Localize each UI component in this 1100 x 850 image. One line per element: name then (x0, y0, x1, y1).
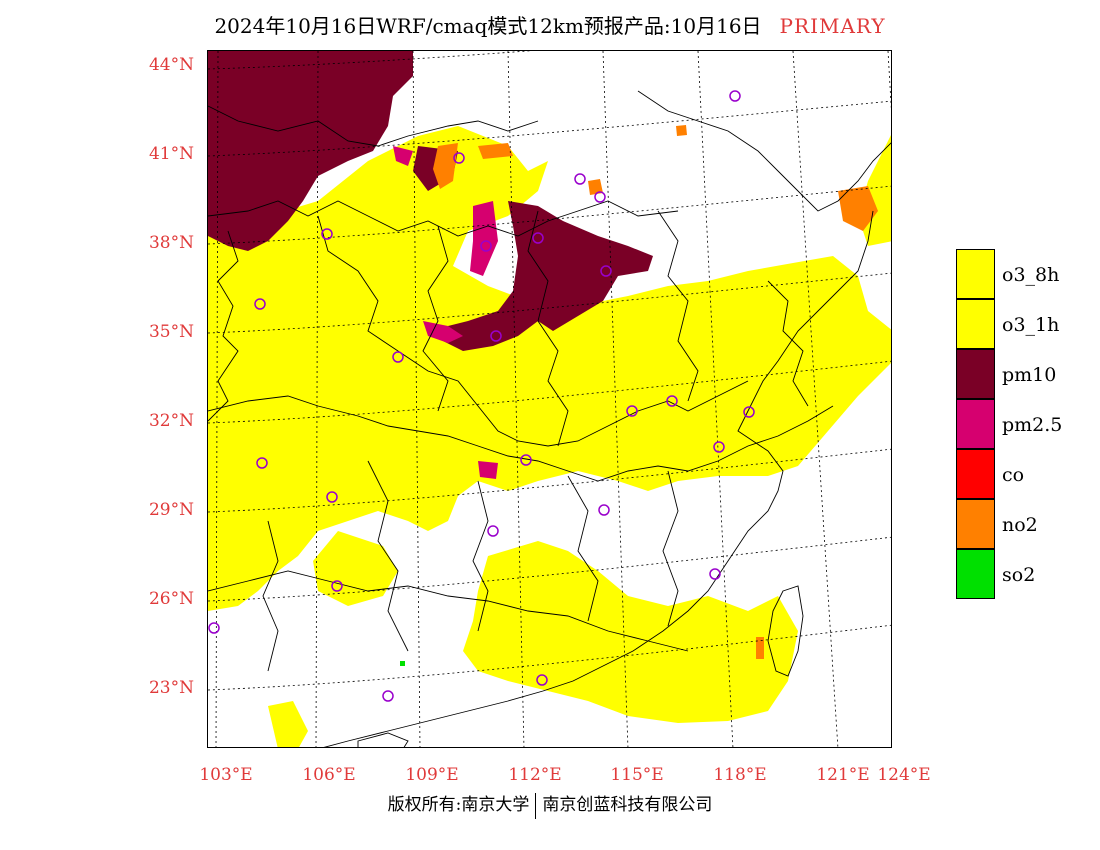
pm25-region (393, 146, 498, 479)
lon-label-115: 115°E (610, 765, 664, 785)
legend-label: pm2.5 (1002, 414, 1063, 436)
station-marker (598, 504, 610, 516)
lon-label-118: 118°E (713, 765, 767, 785)
station-marker (331, 580, 343, 592)
copyright-left: 版权所有:南京大学 (387, 795, 530, 815)
legend-label: so2 (1002, 564, 1036, 586)
station-marker (208, 622, 220, 634)
lat-label-35: 35°N (148, 322, 194, 342)
footer-divider (535, 792, 537, 819)
station-marker (490, 330, 502, 342)
lon-label-109: 109°E (405, 765, 459, 785)
station-marker (382, 690, 394, 702)
lat-label-44: 44°N (148, 55, 194, 75)
legend-label: o3_8h (1002, 264, 1060, 286)
graticule (208, 51, 891, 747)
lat-label-29: 29°N (148, 500, 194, 520)
lon-label-112: 112°E (508, 765, 562, 785)
station-marker (709, 568, 721, 580)
pollution-map (208, 51, 891, 747)
map-title: 2024年10月16日WRF/cmaq模式12km预报产品:10月16日 PRIM… (0, 10, 1100, 39)
lat-label-41: 41°N (148, 144, 194, 164)
lat-label-38: 38°N (148, 233, 194, 253)
station-marker (713, 441, 725, 453)
station-marker (536, 674, 548, 686)
title-text: 2024年10月16日WRF/cmaq模式12km预报产品:10月16日 (214, 14, 762, 38)
map-panel (207, 50, 892, 748)
legend-swatch (956, 499, 995, 549)
station-marker (480, 240, 492, 252)
station-marker (600, 265, 612, 277)
station-marker (256, 457, 268, 469)
legend-label: no2 (1002, 514, 1038, 536)
station-marker (487, 525, 499, 537)
lat-label-32: 32°N (148, 411, 194, 431)
so2-region (400, 661, 405, 666)
station-marker (520, 454, 532, 466)
station-marker (594, 191, 606, 203)
legend-swatch (956, 449, 995, 499)
station-marker (626, 405, 638, 417)
copyright-footer: 版权所有:南京大学 南京创蓝科技有限公司 (0, 790, 1100, 819)
lat-label-23: 23°N (148, 678, 194, 698)
lon-label-103: 103°E (199, 765, 253, 785)
station-marker (321, 228, 333, 240)
legend-label: o3_1h (1002, 314, 1060, 336)
station-marker (729, 90, 741, 102)
station-marker (326, 491, 338, 503)
lon-label-124: 124°E (877, 765, 931, 785)
station-marker (666, 395, 678, 407)
station-marker (574, 173, 586, 185)
station-marker (392, 351, 404, 363)
lon-label-106: 106°E (302, 765, 356, 785)
copyright-right: 南京创蓝科技有限公司 (542, 795, 713, 815)
station-marker (532, 232, 544, 244)
legend-swatch (956, 249, 995, 299)
station-markers (208, 90, 755, 702)
title-tag: PRIMARY (779, 14, 886, 38)
lat-label-26: 26°N (148, 589, 194, 609)
no2-region (433, 125, 878, 659)
boundary-lines (208, 90, 891, 747)
legend-label: pm10 (1002, 364, 1057, 386)
legend-swatch (956, 399, 995, 449)
station-marker (743, 406, 755, 418)
lon-label-121: 121°E (816, 765, 870, 785)
station-marker (254, 298, 266, 310)
station-marker (453, 152, 465, 164)
legend-swatch (956, 549, 995, 599)
legend-label: co (1002, 464, 1025, 486)
legend-swatch (956, 299, 995, 349)
legend-swatch (956, 349, 995, 399)
